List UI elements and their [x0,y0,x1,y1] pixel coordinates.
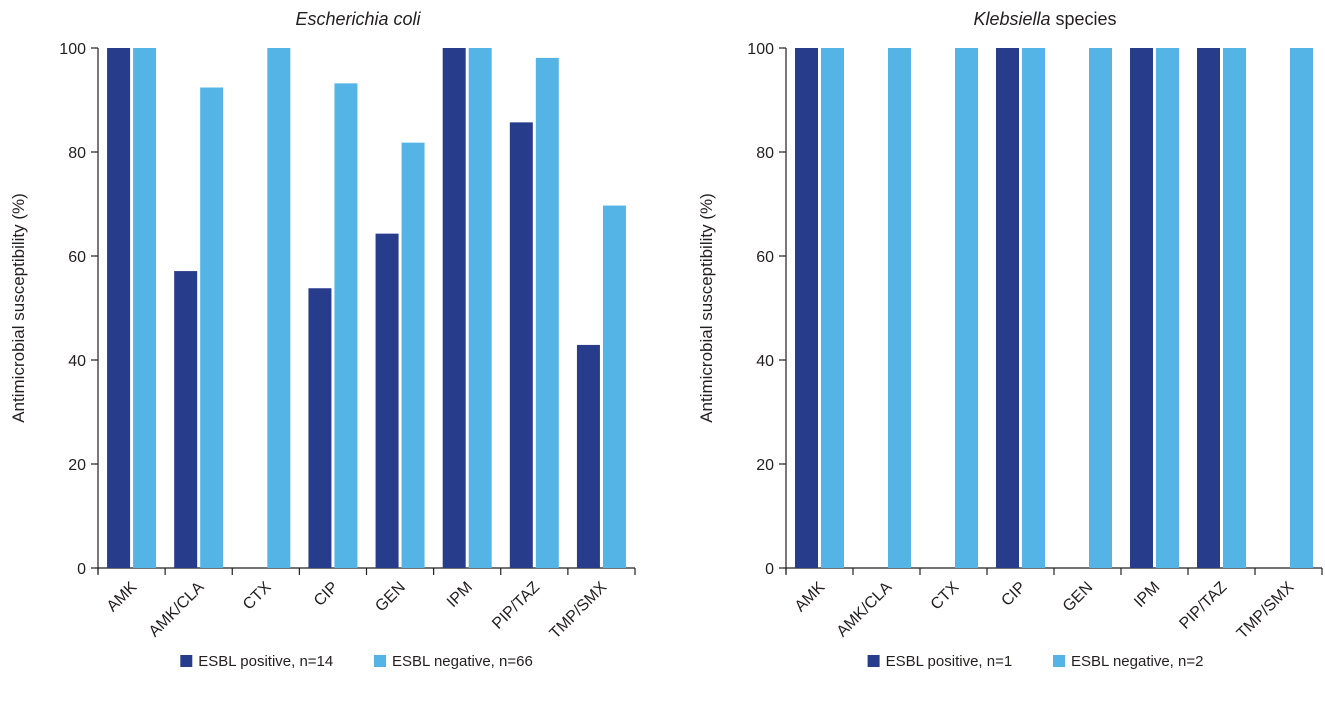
x-tick-label: AMK [104,579,141,616]
bar-esbl-positive-6 [509,122,533,569]
x-tick-label: GEN [1060,579,1097,616]
y-tick-label: 80 [68,145,86,162]
bar-esbl-negative-7 [1290,48,1313,568]
bar-esbl-negative-3 [334,83,358,569]
bar-esbl-negative-7 [602,205,626,568]
bar-esbl-positive-3 [996,48,1019,568]
chart-title: Escherichia coli [295,9,421,29]
y-tick-label: 40 [68,353,86,370]
chart-title-italic: Klebsiella [973,9,1050,29]
bar-esbl-negative-4 [401,142,425,568]
x-tick-label: GEN [372,579,409,616]
y-axis-label: Antimicrobial susceptibility (%) [9,193,28,423]
y-tick-label: 20 [68,457,86,474]
bar-esbl-negative-6 [1223,48,1246,568]
legend-swatch-1 [374,655,386,667]
bar-esbl-positive-4 [375,233,399,568]
legend-label-1: ESBL negative, n=66 [392,653,533,670]
legend: ESBL positive, n=1 ESBL negative, n=2 [867,653,1203,670]
bar-esbl-positive-5 [442,48,466,568]
legend-label-0: ESBL positive, n=1 [886,653,1013,670]
bar-esbl-positive-3 [308,288,332,568]
chart-title-plain: species [1051,9,1117,29]
x-tick-label: CIP [998,579,1029,610]
x-tick-label: AMK [792,579,829,616]
bar-esbl-negative-5 [468,48,492,568]
legend-label-0: ESBL positive, n=14 [198,653,333,670]
bar-esbl-negative-1 [888,48,911,568]
chart-title: Klebsiella species [973,9,1116,29]
legend-swatch-1 [1053,655,1065,667]
x-tick-label: CTX [240,579,275,614]
chart-panel-1: Klebsiella species Antimicrobial suscepti… [697,9,1323,670]
y-tick-label: 60 [68,249,86,266]
bar-esbl-positive-0 [795,48,818,568]
bar-esbl-negative-6 [535,57,559,568]
bar-esbl-positive-5 [1130,48,1153,568]
x-tick-label: TMP/SMX [1234,579,1298,643]
bar-esbl-positive-6 [1197,48,1220,568]
y-tick-label: 100 [59,41,86,58]
x-tick-label: AMK/CLA [146,579,208,641]
chart-title-italic: Escherichia coli [295,9,421,29]
chart-panel-0: Escherichia coli Antimicrobial susceptibi… [9,9,636,670]
legend-label-1: ESBL negative, n=2 [1071,653,1203,670]
bar-esbl-negative-2 [955,48,978,568]
y-tick-label: 0 [765,561,774,578]
y-axis-label: Antimicrobial susceptibility (%) [697,193,716,423]
bar-esbl-negative-2 [267,48,291,568]
x-tick-label: TMP/SMX [547,579,611,643]
x-tick-label: IPM [444,579,476,611]
bar-esbl-negative-0 [821,48,844,568]
x-tick-label: AMK/CLA [834,579,896,641]
x-tick-label: CTX [928,579,963,614]
legend-swatch-0 [180,655,193,667]
bar-esbl-positive-7 [576,344,600,568]
y-tick-label: 60 [756,249,774,266]
y-tick-label: 20 [756,457,774,474]
bar-esbl-positive-0 [107,48,131,568]
bar-esbl-negative-1 [200,87,224,569]
bar-esbl-positive-1 [174,271,198,568]
bar-esbl-negative-0 [133,48,157,568]
legend: ESBL positive, n=14 ESBL negative, n=66 [180,653,533,670]
bar-esbl-negative-3 [1022,48,1045,568]
y-tick-label: 80 [756,145,774,162]
y-tick-label: 0 [77,561,86,578]
x-tick-label: PIP/TAZ [1176,579,1230,633]
x-tick-label: CIP [311,579,342,610]
y-tick-label: 40 [756,353,774,370]
bar-esbl-negative-4 [1089,48,1112,568]
legend-swatch-0 [867,655,880,667]
y-tick-label: 100 [747,41,774,58]
x-tick-label: IPM [1131,579,1163,611]
bar-esbl-negative-5 [1156,48,1179,568]
x-tick-label: PIP/TAZ [489,579,543,633]
